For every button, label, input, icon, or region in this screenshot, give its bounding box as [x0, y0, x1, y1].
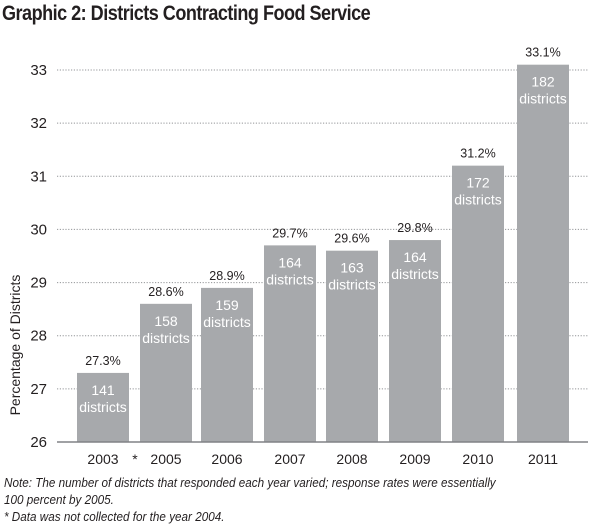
- bar: [389, 240, 441, 442]
- y-tick-label: 33: [30, 62, 47, 79]
- x-tick-label: 2009: [399, 451, 430, 467]
- bar-chart: 26 27 28 29 30 31 32 33 Percentage of Districts…: [7, 46, 588, 467]
- y-tick-label: 27: [30, 381, 47, 398]
- value-label: 29.7%: [272, 226, 307, 240]
- district-count-label: 164: [278, 254, 302, 270]
- y-tick-label: 28: [30, 328, 47, 345]
- y-tick-label: 29: [30, 275, 47, 292]
- value-label: 28.9%: [209, 269, 244, 283]
- x-tick-label: 2011: [528, 451, 558, 467]
- bars: 27.3%141districts28.6%158districts28.9%1…: [77, 46, 569, 442]
- chart-title: Graphic 2: Districts Contracting Food Se…: [2, 2, 371, 25]
- bar: [517, 64, 569, 442]
- district-count-label: 172: [466, 175, 490, 191]
- y-tick-label: 26: [30, 434, 47, 451]
- value-label: 31.2%: [460, 147, 495, 161]
- note-line: Note: The number of districts that respo…: [4, 475, 496, 490]
- footnote: * Data was not collected for the year 20…: [4, 509, 225, 524]
- district-unit-label: districts: [328, 277, 375, 293]
- x-tick-label: 2006: [211, 451, 242, 467]
- district-unit-label: districts: [203, 314, 250, 330]
- x-tick-label: 2003: [87, 451, 118, 467]
- x-axis-ticks: 2003 2005 2006 2007 2008 2009 2010 2011: [87, 451, 558, 467]
- gridlines: [57, 69, 588, 390]
- x-tick-label: 2005: [150, 451, 181, 467]
- value-label: 29.8%: [397, 221, 432, 235]
- bar: [326, 250, 378, 442]
- district-unit-label: districts: [142, 330, 189, 346]
- district-unit-label: districts: [454, 192, 501, 208]
- y-axis-label: Percentage of Districts: [7, 275, 23, 416]
- district-count-label: 159: [215, 297, 239, 313]
- district-unit-label: districts: [391, 266, 438, 282]
- chart-notes: Note: The number of districts that respo…: [4, 474, 580, 525]
- district-count-label: 158: [154, 313, 178, 329]
- y-tick-label: 32: [30, 115, 47, 132]
- bar: [201, 287, 253, 442]
- note-line: 100 percent by 2005.: [4, 492, 114, 507]
- district-count-label: 141: [91, 382, 115, 398]
- bar: [264, 245, 316, 442]
- value-label: 27.3%: [85, 354, 120, 368]
- district-unit-label: districts: [266, 271, 313, 287]
- value-label: 33.1%: [525, 46, 560, 60]
- value-label: 28.6%: [148, 285, 183, 299]
- bar: [77, 372, 129, 442]
- x-tick-label: 2010: [462, 451, 493, 467]
- missing-year-marker: *: [132, 451, 138, 467]
- district-count-label: 182: [531, 74, 555, 90]
- bar: [140, 303, 192, 442]
- district-unit-label: districts: [519, 91, 566, 107]
- x-tick-label: 2007: [274, 451, 305, 467]
- district-count-label: 163: [340, 260, 364, 276]
- x-tick-label: 2008: [336, 451, 367, 467]
- y-axis-ticks: 26 27 28 29 30 31 32 33: [30, 62, 47, 451]
- district-unit-label: districts: [79, 399, 126, 415]
- bar: [452, 165, 504, 442]
- value-label: 29.6%: [334, 232, 369, 246]
- y-tick-label: 30: [30, 221, 47, 238]
- y-tick-label: 31: [30, 168, 47, 185]
- district-count-label: 164: [403, 249, 427, 265]
